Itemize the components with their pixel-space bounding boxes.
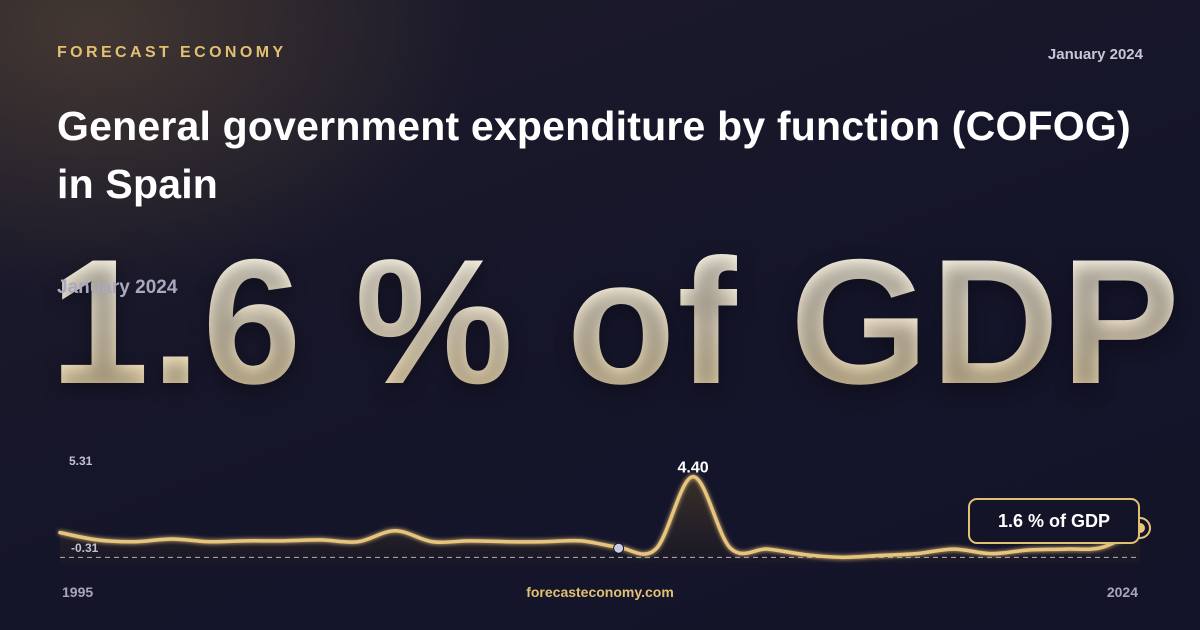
x-axis-start-label: 1995 (62, 584, 94, 600)
header-date: January 2024 (1047, 46, 1143, 63)
brand-name: FORECAST ECONOMY (57, 44, 287, 61)
series-line (58, 474, 1142, 560)
y-axis-min-label: -0.31 (71, 541, 99, 555)
min-point-marker (613, 542, 625, 554)
site-url[interactable]: forecasteconomy.com (526, 584, 674, 600)
latest-value-label: 1.6 % of GDP (998, 511, 1110, 531)
peak-value-label: 4.40 (678, 460, 709, 477)
headline-value: 1.6 % of GDP (50, 222, 1182, 421)
page-title: General government expenditure by functi… (57, 103, 1131, 207)
headline-period: January 2024 (57, 277, 178, 298)
y-axis-max-label: 5.31 (69, 454, 93, 468)
latest-value-callout (968, 497, 1140, 544)
sparkline-chart: 5.31 -0.31 4.40 1.6 % of GDP (58, 454, 1151, 563)
x-axis-end-label: 2024 (1106, 584, 1138, 600)
